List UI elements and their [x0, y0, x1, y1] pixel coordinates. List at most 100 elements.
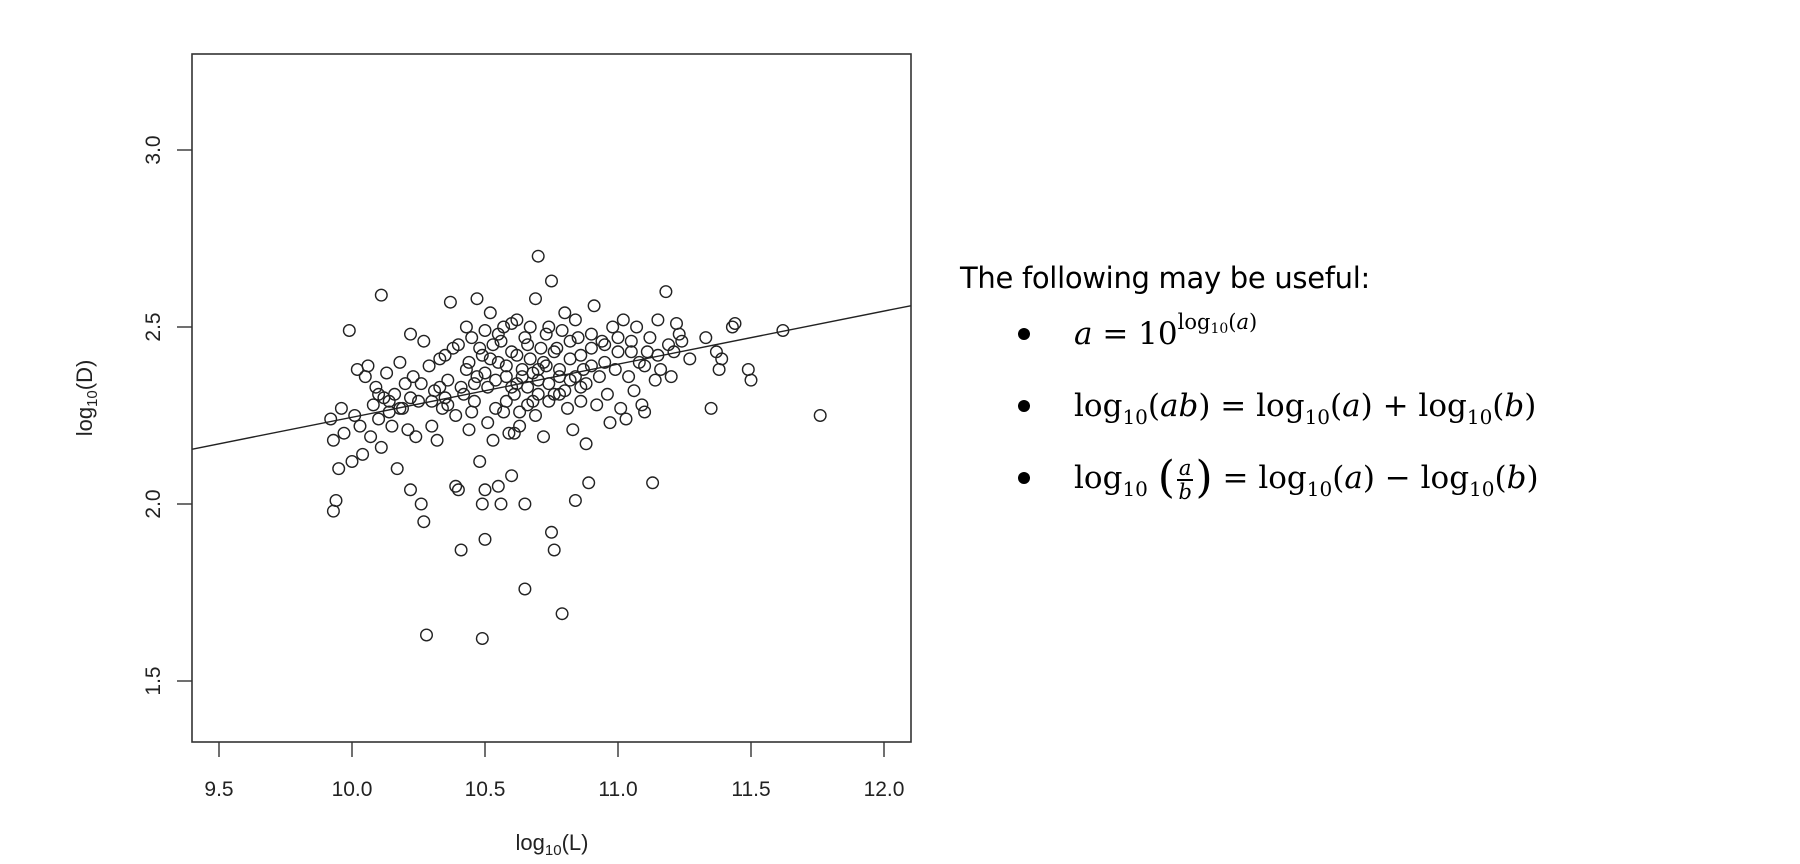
data-point	[483, 352, 497, 366]
bullet-icon	[1018, 328, 1030, 340]
data-point	[640, 345, 654, 359]
x-axis: 9.5 10.0 10.5 11.0 11.5 12.0	[204, 742, 904, 801]
data-point	[491, 355, 505, 369]
data-point	[624, 334, 638, 348]
x-tick-label: 10.5	[465, 778, 506, 801]
data-point	[481, 380, 495, 394]
data-point	[385, 419, 399, 433]
data-point	[414, 377, 428, 391]
data-point	[619, 412, 633, 426]
plot-frame	[191, 53, 912, 743]
data-point	[491, 479, 505, 493]
formula-item-3: log10 (a b) = log10(a) − log10(b)	[960, 442, 1539, 514]
data-point	[584, 327, 598, 341]
data-point	[425, 394, 439, 408]
data-point	[409, 430, 423, 444]
regression-line	[192, 305, 911, 450]
data-point	[417, 515, 431, 529]
data-point	[630, 320, 644, 334]
data-point	[521, 338, 535, 352]
data-point	[539, 359, 553, 373]
data-point	[425, 419, 439, 433]
data-point	[638, 405, 652, 419]
y-axis: 1.5 2.0 2.5 3.0	[142, 135, 192, 696]
data-point	[587, 299, 601, 313]
data-point	[401, 423, 415, 437]
data-point	[404, 327, 418, 341]
data-point	[545, 525, 559, 539]
data-point	[584, 359, 598, 373]
data-point	[459, 363, 473, 377]
data-point	[670, 317, 684, 331]
data-point	[489, 373, 503, 387]
data-point	[635, 398, 649, 412]
formula-product-rule: log10(ab) = log10(a) + log10(b)	[1074, 388, 1537, 429]
data-point	[345, 455, 359, 469]
bullet-icon	[1018, 400, 1030, 412]
data-point	[459, 320, 473, 334]
data-point	[606, 320, 620, 334]
y-tick-label: 1.5	[142, 666, 165, 695]
data-point	[502, 426, 516, 440]
data-point	[470, 292, 484, 306]
data-point	[414, 497, 428, 511]
data-point	[651, 313, 665, 327]
data-point	[462, 355, 476, 369]
data-point	[478, 483, 492, 497]
y-tick-label: 2.5	[142, 312, 165, 341]
data-point	[715, 352, 729, 366]
data-point	[590, 398, 604, 412]
data-point	[643, 331, 657, 345]
data-point	[515, 363, 529, 377]
data-point	[513, 405, 527, 419]
formula-list: a = 10log10(a) log10(ab) = log10(a) + lo…	[960, 298, 1539, 514]
data-point	[329, 494, 343, 508]
data-point	[486, 338, 500, 352]
notes-panel: The following may be useful: a = 10log10…	[960, 258, 1539, 514]
data-point	[326, 504, 340, 518]
data-point	[611, 331, 625, 345]
data-point	[529, 409, 543, 423]
data-point	[489, 401, 503, 415]
data-point	[518, 582, 532, 596]
bullet-icon	[1018, 472, 1030, 484]
data-point	[542, 394, 556, 408]
data-point	[467, 377, 481, 391]
data-point	[561, 401, 575, 415]
data-point	[494, 497, 508, 511]
data-point	[592, 370, 606, 384]
data-point	[813, 409, 827, 423]
x-tick-label: 11.5	[731, 778, 770, 801]
data-point	[369, 380, 383, 394]
formula-item-1: a = 10log10(a)	[960, 298, 1539, 370]
data-point	[342, 324, 356, 338]
data-point	[412, 394, 426, 408]
formula-item-2: log10(ab) = log10(a) + log10(b)	[960, 370, 1539, 442]
x-tick-label: 12.0	[864, 778, 905, 801]
data-point	[334, 401, 348, 415]
data-point	[675, 334, 689, 348]
data-point	[473, 455, 487, 469]
data-point	[499, 394, 513, 408]
data-point	[443, 295, 457, 309]
data-point	[420, 628, 434, 642]
data-point	[390, 462, 404, 476]
data-point	[430, 433, 444, 447]
data-point	[326, 433, 340, 447]
data-point	[574, 348, 588, 362]
data-point	[404, 483, 418, 497]
y-axis-title: log10(D)	[72, 360, 101, 437]
data-point	[449, 479, 463, 493]
data-point	[598, 338, 612, 352]
data-point	[462, 423, 476, 437]
data-point	[337, 426, 351, 440]
data-point	[638, 359, 652, 373]
data-point	[584, 341, 598, 355]
data-point	[481, 416, 495, 430]
data-points	[324, 249, 827, 646]
data-point	[595, 334, 609, 348]
data-point	[521, 398, 535, 412]
data-point	[704, 401, 718, 415]
data-point	[470, 370, 484, 384]
data-point	[398, 377, 412, 391]
